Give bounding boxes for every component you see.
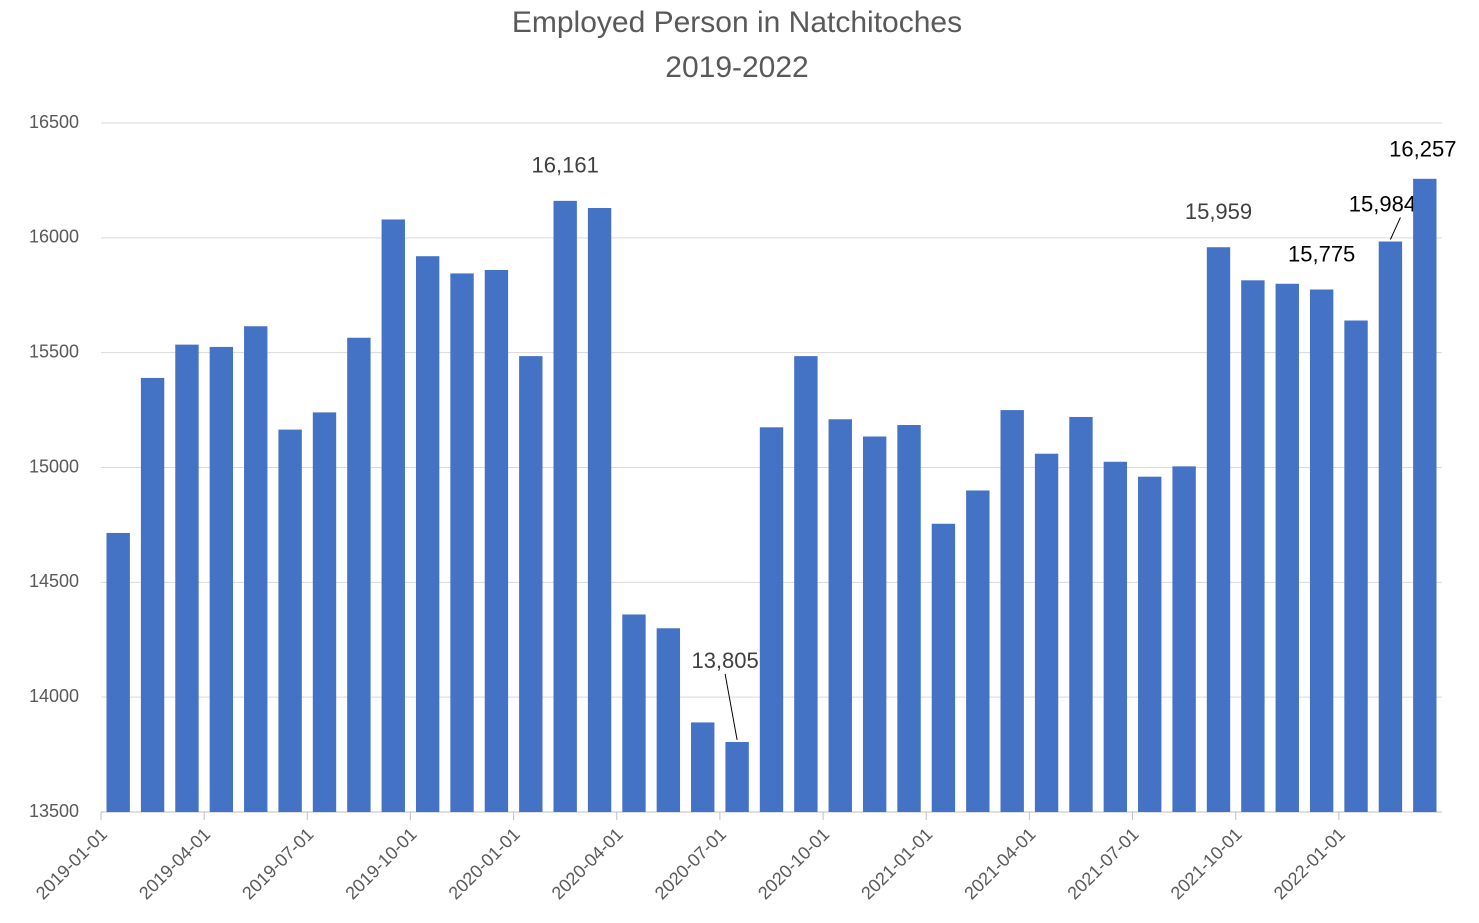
x-tick-label: 2021-10-01 xyxy=(1167,824,1246,903)
bar xyxy=(1103,461,1128,812)
y-tick-label: 15000 xyxy=(29,456,79,476)
y-tick-label: 14000 xyxy=(29,686,79,706)
data-label: 13,805 xyxy=(691,648,758,673)
x-tick-label: 2022-01-01 xyxy=(1270,824,1349,903)
bar xyxy=(209,346,234,812)
leader-line xyxy=(1389,217,1401,240)
data-label: 16,257 xyxy=(1389,137,1456,162)
x-tick-label: 2019-04-01 xyxy=(135,824,214,903)
bar xyxy=(1000,410,1024,812)
bar xyxy=(1034,453,1059,812)
x-tick-label: 2021-01-01 xyxy=(857,824,936,903)
bar xyxy=(794,356,818,812)
bar xyxy=(622,614,646,812)
bar xyxy=(106,532,130,812)
x-tick-label: 2019-10-01 xyxy=(341,824,420,903)
bar xyxy=(347,337,371,812)
bar xyxy=(656,628,681,812)
data-label: 15,984 xyxy=(1349,191,1416,216)
leader-line xyxy=(724,673,738,741)
bar xyxy=(1275,283,1299,812)
bar xyxy=(450,273,474,813)
data-label: 15,959 xyxy=(1185,199,1252,224)
bar xyxy=(1172,466,1196,812)
bar xyxy=(725,741,749,812)
x-tick-label: 2020-04-01 xyxy=(548,824,627,903)
chart-title: Employed Person in Natchitoches xyxy=(512,6,962,39)
y-tick-label: 15500 xyxy=(29,341,79,361)
bar xyxy=(931,523,956,812)
bar xyxy=(1069,416,1093,812)
x-tick-label: 2020-07-01 xyxy=(651,824,730,903)
bar xyxy=(862,436,887,812)
y-tick-label: 13500 xyxy=(29,801,79,821)
bar xyxy=(484,269,509,812)
bar xyxy=(1206,247,1231,813)
bar xyxy=(966,490,990,812)
bar xyxy=(175,344,199,812)
bar xyxy=(1241,280,1265,812)
data-label: 15,775 xyxy=(1288,241,1355,266)
y-tick-label: 16500 xyxy=(29,112,79,132)
x-tick-label: 2020-10-01 xyxy=(754,824,833,903)
x-tick-label: 2021-04-01 xyxy=(960,824,1039,903)
bar xyxy=(278,429,302,812)
y-tick-label: 14500 xyxy=(29,571,79,591)
bar xyxy=(244,326,268,812)
bar xyxy=(415,256,440,812)
y-tick-label: 16000 xyxy=(29,227,79,247)
bar xyxy=(897,425,921,812)
bar xyxy=(759,427,784,812)
bar xyxy=(381,219,405,812)
x-tick-label: 2019-07-01 xyxy=(238,824,317,903)
data-label: 16,161 xyxy=(532,153,599,178)
x-tick-label: 2019-01-01 xyxy=(32,824,111,903)
bar xyxy=(519,356,543,812)
bar xyxy=(691,722,715,812)
bar xyxy=(1344,320,1368,812)
bar xyxy=(1413,178,1437,812)
bar xyxy=(1309,289,1334,813)
x-tick-label: 2021-07-01 xyxy=(1063,824,1142,903)
chart-subtitle: 2019-2022 xyxy=(665,51,808,84)
bar xyxy=(828,419,852,812)
bar xyxy=(312,412,337,812)
bar xyxy=(1378,241,1403,812)
bar xyxy=(1138,476,1162,812)
bar xyxy=(587,207,612,812)
bar xyxy=(553,200,577,812)
x-tick-label: 2020-01-01 xyxy=(445,824,524,903)
bar xyxy=(140,377,165,812)
